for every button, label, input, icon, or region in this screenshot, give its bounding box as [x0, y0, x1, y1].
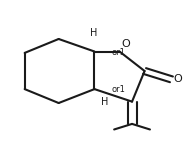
Text: O: O	[173, 74, 182, 84]
Text: or1: or1	[112, 48, 125, 57]
Text: H: H	[101, 97, 108, 107]
Text: O: O	[121, 39, 130, 49]
Text: H: H	[90, 28, 97, 38]
Text: or1: or1	[112, 85, 125, 94]
